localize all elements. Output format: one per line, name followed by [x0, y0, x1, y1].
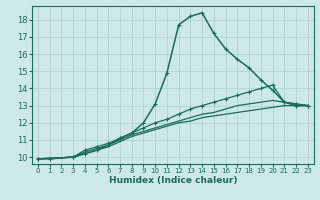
- X-axis label: Humidex (Indice chaleur): Humidex (Indice chaleur): [108, 176, 237, 185]
